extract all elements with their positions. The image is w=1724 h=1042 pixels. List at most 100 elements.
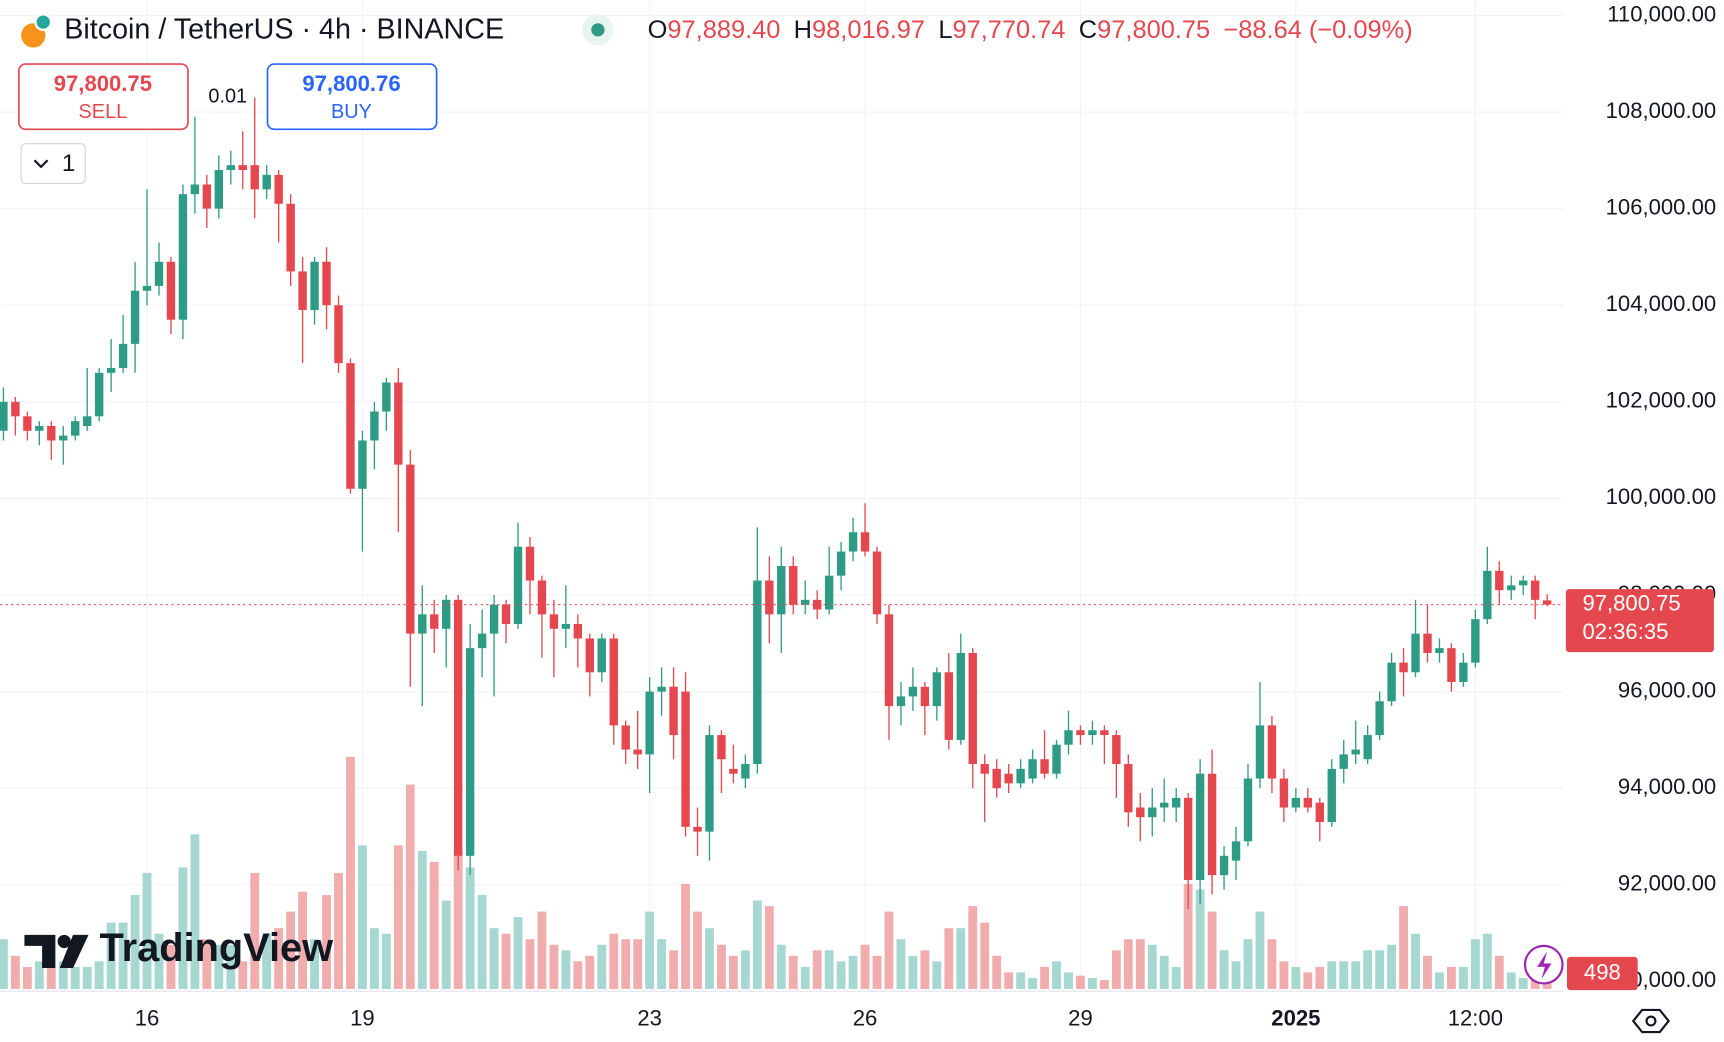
volume-bar bbox=[920, 950, 930, 989]
candle-body bbox=[1303, 797, 1313, 808]
volume-bar bbox=[1291, 966, 1301, 989]
volume-bar bbox=[1111, 950, 1121, 989]
candle-body bbox=[920, 686, 930, 707]
candle-body bbox=[142, 285, 152, 291]
settings-button[interactable] bbox=[1631, 1008, 1671, 1034]
legend-key: H bbox=[794, 16, 812, 44]
volume-bar bbox=[1327, 961, 1337, 989]
volume-bar bbox=[812, 950, 822, 989]
volume-bar bbox=[549, 944, 559, 989]
candle-body bbox=[286, 203, 295, 272]
candle-body bbox=[549, 614, 559, 629]
volume-bar bbox=[477, 895, 487, 989]
x-tick-label: 16 bbox=[135, 1006, 160, 1031]
interval-count: 1 bbox=[62, 150, 76, 177]
volume-bar bbox=[1004, 972, 1014, 989]
last-price-label: 97,800.75 bbox=[1582, 590, 1680, 615]
y-tick-label: 94,000.00 bbox=[1618, 774, 1716, 799]
candle-body bbox=[884, 614, 894, 707]
legend-key: C bbox=[1079, 16, 1097, 44]
candle-body bbox=[35, 425, 44, 431]
candle-body bbox=[801, 599, 810, 605]
market-status bbox=[591, 23, 605, 37]
volume-bar bbox=[10, 955, 20, 989]
x-tick-label: 23 bbox=[637, 1006, 662, 1031]
volume-bar bbox=[274, 928, 284, 989]
volume-bar bbox=[441, 900, 451, 989]
candle-body bbox=[872, 551, 882, 615]
volume-bar bbox=[405, 784, 415, 989]
candle-body bbox=[202, 184, 212, 209]
candle-body bbox=[322, 261, 331, 306]
candle-body bbox=[609, 638, 618, 726]
volume-bar bbox=[1530, 977, 1540, 989]
candle-body bbox=[765, 580, 774, 615]
buy-button[interactable] bbox=[266, 63, 438, 131]
ohlc-legend: O97,889.40 H98,016.97 L97,770.74 C97,800.75… bbox=[648, 16, 1413, 44]
candle-body bbox=[789, 566, 798, 605]
volume-bar bbox=[1040, 966, 1049, 989]
volume-bar bbox=[1518, 977, 1528, 989]
volume-bar bbox=[262, 933, 272, 989]
candle-body bbox=[1411, 633, 1420, 673]
candle-body bbox=[1243, 778, 1253, 842]
candle-body bbox=[585, 638, 595, 673]
y-tick-label: 110,000.00 bbox=[1607, 1, 1716, 26]
volume-bar bbox=[82, 966, 92, 989]
chevron-icon bbox=[33, 159, 49, 169]
candles bbox=[0, 97, 1552, 909]
candle-body bbox=[1148, 807, 1157, 818]
candle-body bbox=[1040, 759, 1049, 774]
x-tick-label: 2025 bbox=[1271, 1006, 1320, 1031]
volume-bar bbox=[896, 939, 906, 989]
candle-body bbox=[1183, 797, 1193, 880]
volume-bar bbox=[214, 944, 224, 989]
candle-body bbox=[130, 290, 140, 344]
candle-body bbox=[1483, 570, 1492, 620]
volume-bar bbox=[286, 911, 296, 989]
candle-body bbox=[370, 411, 379, 441]
candle-body bbox=[824, 575, 834, 610]
volume-bar bbox=[1423, 955, 1432, 989]
candle-body bbox=[489, 604, 499, 634]
volume-bar bbox=[944, 928, 954, 989]
volume-bar bbox=[872, 955, 882, 989]
legend-value: 97,770.74 bbox=[952, 16, 1065, 44]
legend-value: 98,016.97 bbox=[812, 16, 925, 44]
candle-body bbox=[812, 599, 822, 610]
volume-bar bbox=[1099, 980, 1109, 989]
sell-button[interactable] bbox=[18, 63, 189, 131]
volume-bar bbox=[489, 928, 499, 989]
volume-bar bbox=[34, 961, 44, 989]
y-tick-label: 102,000.00 bbox=[1606, 388, 1717, 413]
y-tick-label: 100,000.00 bbox=[1606, 484, 1717, 509]
quantity: 0.01 bbox=[208, 85, 247, 107]
candle-body bbox=[178, 194, 188, 320]
candle-body bbox=[1207, 773, 1217, 876]
volume-bar bbox=[1339, 961, 1349, 989]
candle-body bbox=[573, 623, 583, 639]
y-tick-label: 96,000.00 bbox=[1618, 677, 1716, 702]
x-tick-label: 19 bbox=[350, 1006, 375, 1031]
volume-bar bbox=[346, 756, 355, 989]
sell-label: SELL bbox=[79, 101, 128, 123]
volume-bar bbox=[1447, 966, 1456, 989]
candle-body bbox=[418, 614, 427, 634]
volume-bar bbox=[1267, 939, 1277, 989]
candle-body bbox=[1339, 754, 1348, 769]
candle-body bbox=[1471, 619, 1480, 663]
volume-bar bbox=[0, 939, 8, 989]
volume-bar bbox=[836, 961, 846, 989]
interval-dropdown[interactable] bbox=[20, 143, 86, 184]
candle-body bbox=[1363, 735, 1372, 760]
candle-body bbox=[956, 652, 965, 740]
candle-body bbox=[836, 551, 846, 576]
candle-body bbox=[166, 261, 176, 320]
volume-bar bbox=[1147, 944, 1157, 989]
volume-bar bbox=[1363, 950, 1373, 989]
volume-value-label: 498 bbox=[1584, 959, 1621, 984]
candle-body bbox=[274, 174, 283, 204]
volume-bar bbox=[788, 955, 798, 989]
volume-bar bbox=[154, 933, 164, 989]
candle-body bbox=[11, 401, 20, 417]
